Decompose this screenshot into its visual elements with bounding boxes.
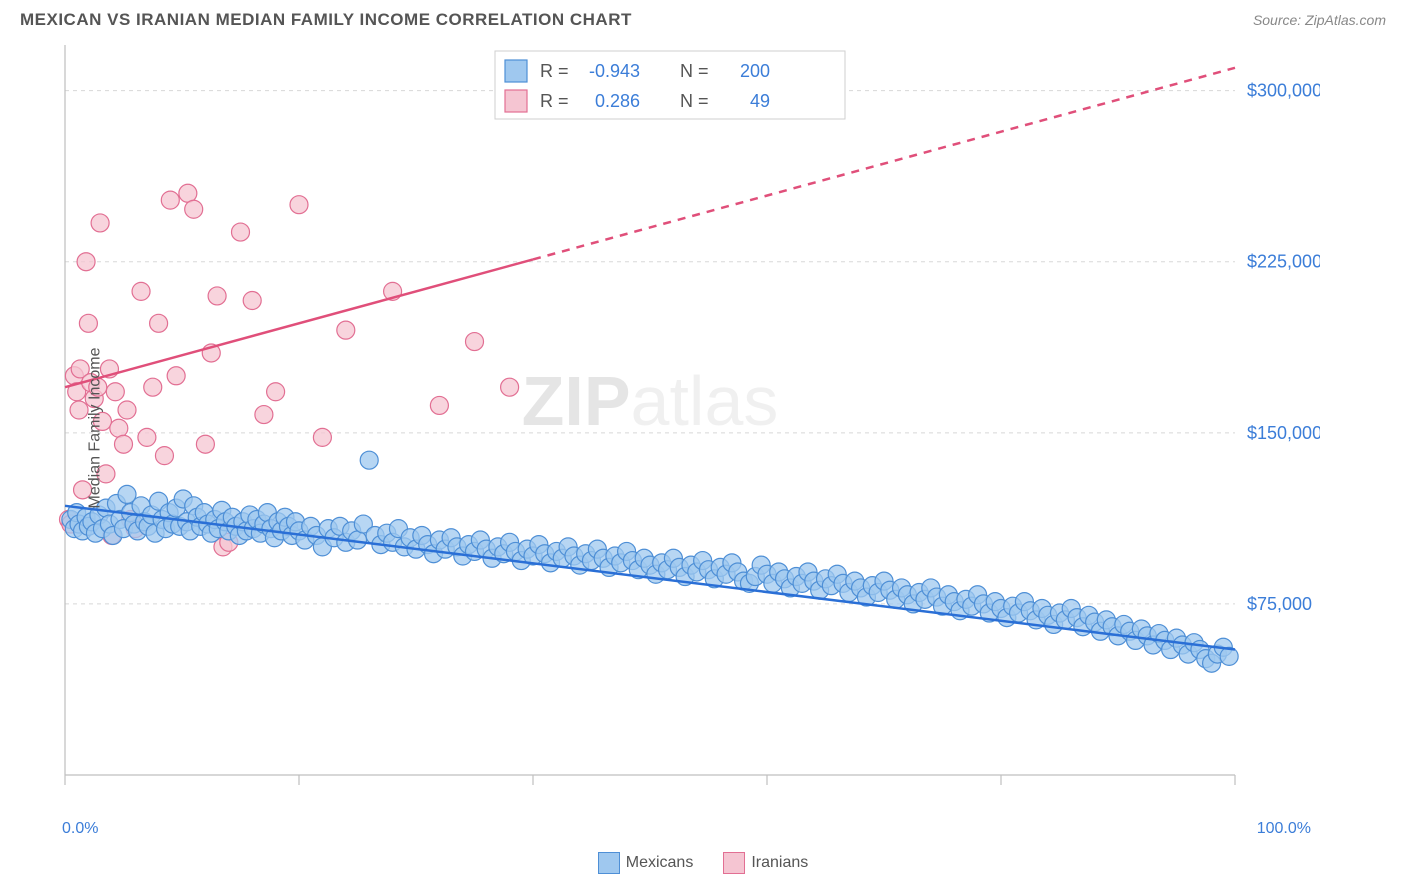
svg-text:ZIPatlas: ZIPatlas [522, 362, 779, 440]
svg-text:0.286: 0.286 [595, 91, 640, 111]
legend-label: Mexicans [626, 854, 694, 871]
x-axis-min-label: 0.0% [62, 820, 98, 838]
svg-text:200: 200 [740, 61, 770, 81]
svg-text:$150,000: $150,000 [1247, 423, 1320, 443]
correlation-chart: $75,000 $150,000 $225,000 $300,000 ZIPatlas R… [20, 35, 1320, 815]
chart-container: Median Family Income $75,000 $150,000 $225… [20, 35, 1386, 820]
legend-swatch [723, 852, 745, 874]
svg-text:49: 49 [750, 91, 770, 111]
svg-text:N =: N = [680, 61, 709, 81]
svg-text:-0.943: -0.943 [589, 61, 640, 81]
svg-text:$225,000: $225,000 [1247, 252, 1320, 272]
legend-label: Iranians [751, 854, 808, 871]
chart-source: Source: ZipAtlas.com [1253, 12, 1386, 28]
chart-header: MEXICAN VS IRANIAN MEDIAN FAMILY INCOME … [0, 0, 1406, 35]
chart-title: MEXICAN VS IRANIAN MEDIAN FAMILY INCOME … [20, 10, 632, 30]
legend-item: Mexicans [598, 852, 694, 874]
svg-text:R =: R = [540, 91, 569, 111]
svg-text:N =: N = [680, 91, 709, 111]
svg-text:R =: R = [540, 61, 569, 81]
x-axis-labels: 0.0% 100.0% [20, 820, 1386, 844]
x-axis-max-label: 100.0% [1257, 820, 1311, 838]
bottom-legend: Mexicans Iranians [0, 852, 1406, 874]
svg-text:$75,000: $75,000 [1247, 594, 1312, 614]
legend-item: Iranians [723, 852, 808, 874]
svg-text:$300,000: $300,000 [1247, 81, 1320, 101]
legend-swatch [598, 852, 620, 874]
y-axis-label: Median Family Income [86, 347, 104, 508]
